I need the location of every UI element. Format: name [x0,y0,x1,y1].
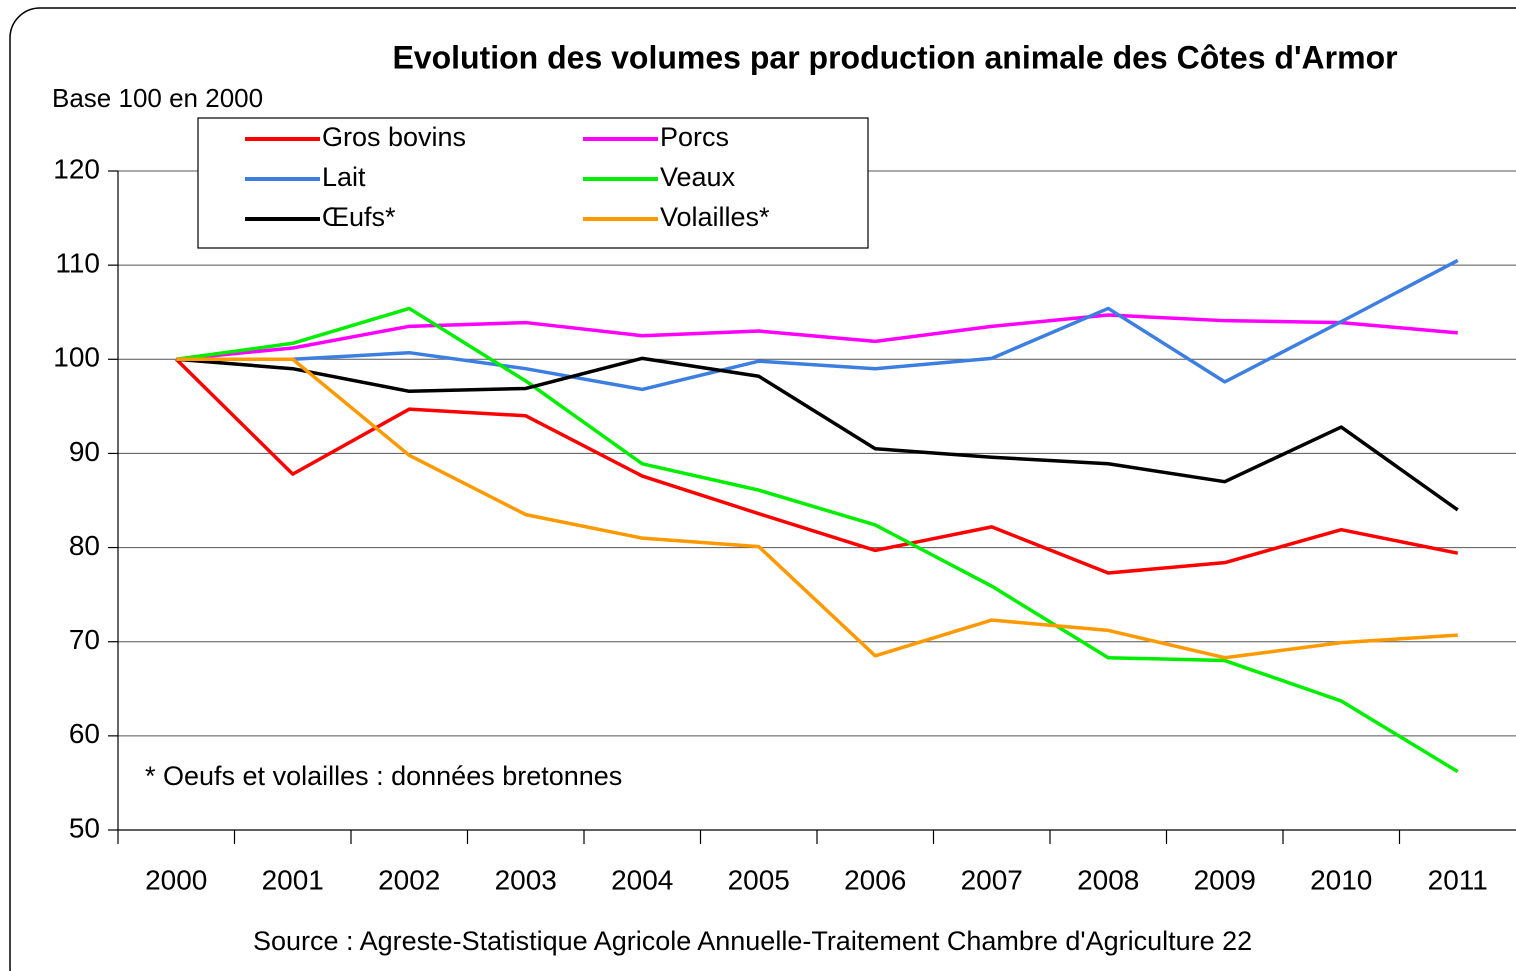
source: Source : Agreste-Statistique Agricole An… [253,926,1252,956]
y-tick-label: 80 [69,530,100,561]
chart-title: Evolution des volumes par production ani… [392,39,1397,75]
x-tick-label: 2009 [1194,864,1256,895]
y-tick-label: 100 [53,342,100,373]
series-line [176,357,1458,660]
x-tick-label: 2008 [1077,864,1139,895]
y-tick-label: 120 [53,153,100,184]
x-tick-label: 2007 [961,864,1023,895]
legend-label: Lait [322,162,366,192]
annotation: * Oeufs et volailles : données bretonnes [145,761,622,791]
series-line [176,356,1459,512]
legend-label: Gros bovins [322,122,466,152]
frame [9,7,1516,971]
y-axis-label: Base 100 en 2000 [52,83,263,113]
x-tick-label: 2011 [1428,864,1488,895]
legend-label: Veaux [660,162,736,192]
legend-label: Œufs* [322,202,396,232]
series-line [176,258,1459,392]
x-tick-label: 2001 [262,864,324,895]
x-tick-label: 2006 [844,864,906,895]
x-tick-label: 2002 [378,864,440,895]
x-tick-label: 2005 [728,864,790,895]
series-line [176,313,1458,362]
y-tick-label: 110 [55,248,100,279]
y-tick-label: 70 [69,624,100,655]
y-tick-label: 90 [69,436,100,467]
x-tick-label: 2000 [145,864,207,895]
y-tick-label: 60 [69,718,100,749]
y-tick-label: 50 [69,812,100,843]
x-tick-label: 2010 [1310,864,1372,895]
x-tick-label: 2004 [611,864,673,895]
series-line [175,358,1459,575]
legend-label: Porcs [660,122,729,152]
x-tick-label: 2003 [495,864,557,895]
legend-label: Volailles* [660,202,770,232]
series-line [176,306,1459,774]
